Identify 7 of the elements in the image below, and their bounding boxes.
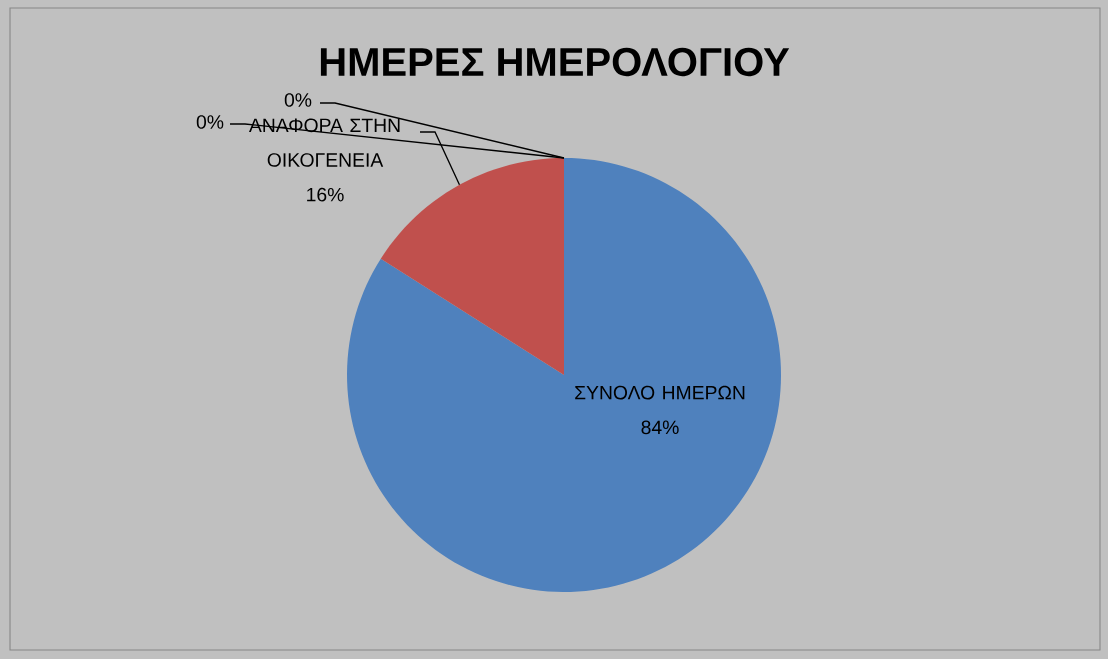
- data-label: 16%: [307, 187, 344, 202]
- slice-label: ΣΥΝΟΛΟ ΗΜΕΡΩΝ: [575, 385, 745, 400]
- text: 0%: [284, 93, 312, 107]
- text: 0%: [196, 115, 224, 129]
- chart-title: ΗΜΕΡΕΣ ΗΜΕΡΟΛΟΓΙΟΥ: [320, 47, 790, 77]
- slice-label: ΑΝΑΦΟΡΑ ΣΤΗΝ ΟΙΚΟΓΕΝΕΙΑ: [248, 118, 400, 167]
- data-label: 84%: [641, 420, 679, 435]
